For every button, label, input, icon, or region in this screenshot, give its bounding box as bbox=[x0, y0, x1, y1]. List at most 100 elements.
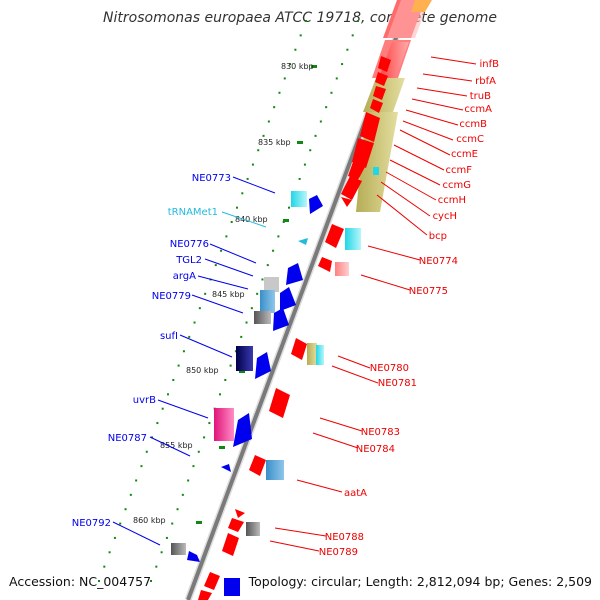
genome-summary-text: Topology: circular; Length: 2,812,094 bp… bbox=[248, 574, 592, 589]
gene-label-arga[interactable]: argA bbox=[173, 271, 196, 282]
scale-dot bbox=[236, 206, 238, 209]
gene-label-ne0780[interactable]: NE0780 bbox=[370, 363, 409, 374]
gene-label-ccmg[interactable]: ccmG bbox=[443, 180, 472, 191]
scale-dot bbox=[167, 393, 169, 396]
scale-dot bbox=[220, 249, 223, 252]
scale-dot bbox=[208, 422, 211, 425]
scale-dot bbox=[171, 522, 174, 525]
gene-label-ccme[interactable]: ccmE bbox=[451, 149, 478, 160]
scale-dot bbox=[103, 565, 106, 568]
scale-dot bbox=[288, 206, 290, 209]
scale-dot bbox=[203, 436, 206, 439]
scale-dot bbox=[198, 307, 201, 310]
gene-label-ccmf[interactable]: ccmF bbox=[446, 165, 473, 176]
scale-dot bbox=[346, 48, 349, 51]
scale-dot bbox=[282, 221, 285, 224]
gene-label-ccmc[interactable]: ccmC bbox=[456, 134, 484, 145]
gene-label-ne0779[interactable]: NE0779 bbox=[152, 291, 191, 302]
right-leader-lines bbox=[269, 56, 477, 552]
scale-dot bbox=[225, 235, 228, 238]
scale-dot bbox=[251, 163, 254, 166]
scale-dot bbox=[305, 20, 307, 22]
scale-dot bbox=[234, 350, 237, 353]
scale-dot bbox=[188, 335, 191, 338]
gene-label-ccma[interactable]: ccmA bbox=[464, 104, 492, 115]
scale-dot bbox=[113, 536, 116, 539]
scale-dot bbox=[289, 63, 292, 66]
gene-label-ne0774[interactable]: NE0774 bbox=[419, 256, 458, 267]
gene-label-bcp[interactable]: bcp bbox=[429, 231, 447, 242]
scale-dot bbox=[155, 565, 158, 568]
scale-tick bbox=[219, 446, 225, 449]
scale-dot bbox=[229, 364, 232, 367]
gene-label-ccmb[interactable]: ccmB bbox=[459, 119, 487, 130]
scale-dot bbox=[335, 77, 338, 80]
scale-dot bbox=[119, 522, 122, 525]
gene-glyphs bbox=[171, 191, 361, 600]
scale-label: 840 kbp bbox=[235, 215, 268, 224]
scale-dot bbox=[245, 321, 248, 324]
scale-dot bbox=[145, 450, 148, 453]
scale-label: 860 kbp bbox=[133, 516, 166, 525]
scale-dot bbox=[250, 307, 253, 310]
scale-dot bbox=[266, 264, 269, 267]
scale-dot bbox=[330, 91, 333, 94]
scale-dot bbox=[299, 34, 302, 37]
left-gene-labels: NE0773 tRNAMet1 NE0776 TGL2 argA NE0779 sufI uv… bbox=[72, 173, 231, 529]
scale-label: 835 kbp bbox=[258, 138, 291, 147]
gene-label-ne0783[interactable]: NE0783 bbox=[361, 427, 400, 438]
gene-label-ne0788[interactable]: NE0788 bbox=[325, 532, 364, 543]
scale-dot bbox=[193, 321, 196, 324]
gene-label-infb[interactable]: infB bbox=[480, 59, 500, 70]
scale-label: 850 kbp bbox=[186, 366, 219, 375]
scale-dot bbox=[129, 493, 132, 496]
scale-dot bbox=[151, 436, 154, 439]
scale-dot bbox=[124, 508, 127, 511]
scale-dot bbox=[303, 163, 306, 166]
scale-dot bbox=[176, 508, 179, 511]
scale-dot bbox=[150, 580, 152, 582]
scale-dot bbox=[277, 235, 280, 238]
gene-label-rbfa[interactable]: rbfA bbox=[475, 76, 496, 87]
gene-label-trub[interactable]: truB bbox=[470, 91, 491, 102]
gene-label-trnamet1[interactable]: tRNAMet1 bbox=[168, 207, 218, 218]
scale-dot bbox=[272, 249, 275, 252]
scale-dot bbox=[283, 77, 286, 80]
gene-label-ne0787[interactable]: NE0787 bbox=[108, 433, 147, 444]
scale-dot bbox=[181, 493, 184, 496]
gene-label-ne0784[interactable]: NE0784 bbox=[356, 444, 395, 455]
gene-label-tgl2[interactable]: TGL2 bbox=[175, 255, 202, 266]
gene-label-ne0789[interactable]: NE0789 bbox=[319, 547, 358, 558]
scale-ticks bbox=[98, 20, 359, 582]
gene-label-uvrb[interactable]: uvrB bbox=[133, 395, 156, 406]
scale-dot bbox=[262, 134, 265, 137]
gene-label-sufi[interactable]: sufI bbox=[160, 331, 178, 342]
gene-label-ne0776[interactable]: NE0776 bbox=[170, 239, 209, 250]
scale-dot bbox=[160, 551, 163, 554]
scale-dot bbox=[172, 378, 175, 381]
scale-dot bbox=[351, 34, 354, 37]
scale-tick bbox=[283, 219, 289, 222]
gene-label-ne0781[interactable]: NE0781 bbox=[378, 378, 417, 389]
gene-label-ne0773[interactable]: NE0773 bbox=[192, 173, 231, 184]
scale-dot bbox=[165, 536, 168, 539]
gene-label-cych[interactable]: cycH bbox=[433, 211, 457, 222]
scale-label: 830 kbp bbox=[281, 62, 314, 71]
accession-text: Accession: NC_004757 bbox=[9, 574, 152, 589]
scale-dot bbox=[256, 292, 259, 295]
scale-dot bbox=[278, 91, 281, 94]
gene-label-ne0792[interactable]: NE0792 bbox=[72, 518, 111, 529]
scale-dot bbox=[219, 393, 221, 396]
reverse-genes-top bbox=[341, 56, 391, 207]
scale-dot bbox=[230, 221, 233, 224]
scale-dot bbox=[192, 465, 195, 468]
gene-label-aata[interactable]: aatA bbox=[344, 488, 367, 499]
scale-dot bbox=[246, 177, 249, 180]
scale-dot bbox=[197, 450, 200, 453]
gene-label-ne0775[interactable]: NE0775 bbox=[409, 286, 448, 297]
scale-dot bbox=[156, 422, 159, 425]
scale-dot bbox=[182, 350, 185, 353]
gene-label-ccmh[interactable]: ccmH bbox=[438, 195, 466, 206]
scale-dot bbox=[314, 134, 317, 137]
